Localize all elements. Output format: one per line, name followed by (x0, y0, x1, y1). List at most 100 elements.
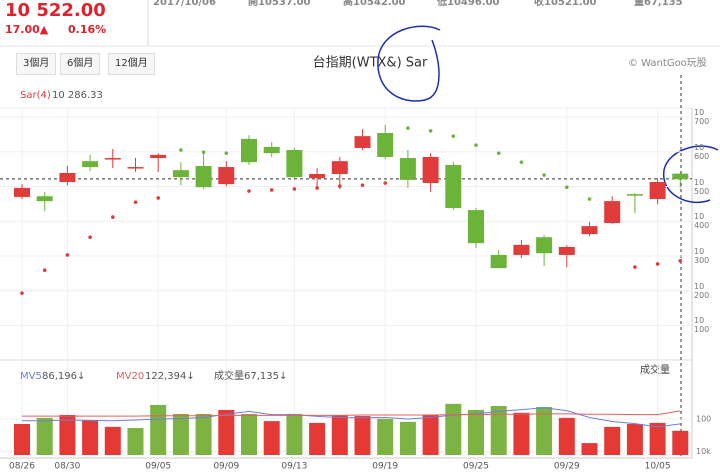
sar-dot (224, 151, 229, 155)
sar-dot (565, 185, 569, 190)
price: 10 522.00 (5, 0, 106, 21)
date: 2017/10/06 (153, 0, 216, 8)
volume-bar (309, 422, 326, 455)
quote-box (0, 0, 148, 46)
volume-bar (536, 407, 553, 455)
volume-bar (399, 421, 416, 455)
candle-body (649, 181, 666, 200)
candle-body (513, 244, 530, 255)
sar-dot (315, 186, 319, 190)
volume-bar (150, 404, 167, 455)
candle-body (150, 154, 167, 159)
sar-dot (269, 188, 274, 192)
sar-dot (496, 151, 501, 155)
candle-body (672, 173, 689, 180)
legend-mv: MV20 (116, 371, 144, 382)
x-tick-label: 10/05 (645, 462, 671, 472)
x-tick-label: 09/05 (145, 462, 171, 472)
volume-label: 成交量 (640, 363, 670, 376)
volume-bar (331, 414, 348, 455)
volume-bar (626, 424, 643, 455)
y-tick-label: 10 200 (694, 281, 710, 300)
y-tick-label: 10 100 (694, 316, 710, 335)
volume-bar (104, 426, 121, 455)
candle-body (399, 158, 416, 180)
range-button[interactable]: 12個月 (108, 53, 155, 75)
chart-title: 台指期(WTX&) Sar (313, 56, 428, 71)
candle-body (59, 172, 76, 182)
candle-body (604, 201, 621, 223)
sar-dot (20, 291, 24, 295)
sar-dot (428, 129, 433, 133)
volume-bar (36, 417, 53, 455)
low: 低10496.00 (436, 0, 500, 8)
candle-body (195, 166, 212, 188)
volume-bar (377, 418, 394, 455)
x-tick-label: 09/09 (213, 462, 239, 472)
copyright: © WantGoo玩股 (628, 57, 707, 69)
y-tick-label: 10 700 (694, 108, 710, 127)
candle-body (172, 170, 189, 178)
volume-bar (558, 417, 575, 455)
x-tick-label: 08/30 (54, 462, 80, 472)
x-tick-label: 09/29 (554, 462, 580, 472)
candle-body (309, 174, 326, 179)
sar-dot (633, 265, 637, 269)
candle-body (581, 226, 598, 235)
y-tick-label: 10 500 (694, 177, 710, 196)
sar-dot (451, 134, 456, 138)
legend-volume: 成交量67,135↓ (214, 369, 287, 382)
mv-line (22, 407, 681, 428)
sar-dot (42, 268, 47, 273)
volume-bar (354, 416, 371, 455)
sar-dot (383, 181, 388, 185)
volume-bar (672, 430, 689, 455)
volume-bar (445, 403, 462, 455)
range-button[interactable]: 3個月 (16, 53, 57, 75)
volume-bar (513, 412, 530, 455)
candle-body (104, 158, 121, 160)
volume-bar (649, 422, 666, 455)
y-tick-label: 100 (696, 414, 711, 423)
volume-bar (241, 413, 257, 455)
change: 17.00▲ (5, 23, 49, 36)
annotation-circle (663, 145, 719, 204)
x-tick-label: 09/13 (281, 462, 307, 472)
candle-body (286, 150, 303, 178)
candle-body (82, 161, 99, 168)
candle-body (354, 136, 371, 148)
x-tick-label: 09/19 (372, 462, 398, 472)
volume-bar (14, 424, 30, 455)
sar-dot (542, 173, 546, 177)
volume-bar (82, 420, 99, 455)
legend-sar-value: 10 286.33 (52, 90, 103, 101)
high: 高10542.00 (343, 0, 406, 8)
sar-dot (247, 189, 251, 193)
sar-dot (474, 143, 478, 147)
sar-dot (88, 235, 92, 240)
sar-dot (360, 183, 365, 187)
volume-bar (468, 409, 484, 455)
candle-body (468, 210, 484, 244)
candle-body (218, 167, 235, 185)
range-button[interactable]: 6個月 (60, 53, 101, 75)
open: 開10537.00 (248, 0, 311, 8)
sar-dot (201, 150, 206, 154)
close: 收10521.00 (534, 0, 597, 8)
volume-bar (286, 413, 303, 455)
volume-bar (127, 427, 144, 455)
volume-bar (581, 443, 598, 455)
sar-dot (292, 187, 297, 191)
sar-dot (111, 215, 115, 219)
sar-dot (587, 197, 592, 201)
legend-mv-value: 86,196↓ (42, 371, 85, 382)
candle-body (377, 133, 394, 157)
candle-body (331, 161, 348, 175)
volume-bar (604, 426, 621, 455)
sar-dot (519, 160, 524, 164)
x-tick-label: 09/25 (463, 462, 489, 472)
volume-bar (263, 421, 280, 455)
change-pct: 0.16% (68, 23, 106, 36)
